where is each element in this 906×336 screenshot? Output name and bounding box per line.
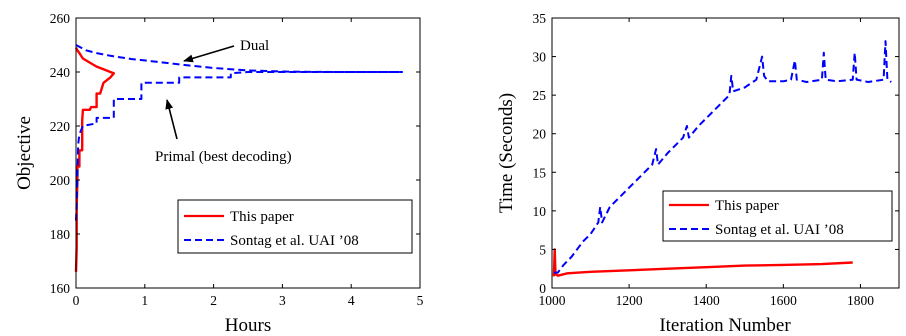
x-tick-label-right: 1600: [770, 293, 797, 308]
series-line-left-0: [74, 47, 115, 272]
x-tick-label-left: 5: [417, 293, 424, 308]
x-tick-label-left: 1: [141, 293, 148, 308]
annotation-primal: Primal (best decoding): [155, 99, 292, 165]
legend-left: This paper Sontag et al. UAI ’08: [177, 199, 413, 254]
legend-right: This paper Sontag et al. UAI ’08: [662, 190, 893, 242]
x-tick-label-right: 1000: [539, 293, 566, 308]
y-tick-label-right: 35: [533, 11, 547, 26]
legend-box-right: [662, 190, 893, 242]
series-group-right: [552, 40, 892, 277]
y-tick-label-left: 180: [50, 227, 71, 242]
y-axis-title-left: Objective: [14, 116, 35, 190]
x-tick-label-right: 1800: [847, 293, 874, 308]
legend-label-this-paper-right: This paper: [715, 198, 779, 214]
y-tick-label-right: 20: [533, 127, 547, 142]
x-axis-title-left: Hours: [225, 315, 271, 336]
y-tick-label-right: 15: [533, 165, 547, 180]
annotation-dual: Dual: [183, 38, 269, 63]
y-tick-label-right: 25: [533, 88, 547, 103]
legend-label-sontag-left: Sontag et al. UAI ’08: [230, 233, 359, 249]
y-tick-label-left: 220: [50, 119, 71, 134]
series-group-left: [74, 44, 403, 272]
x-tick-label-left: 2: [210, 293, 217, 308]
series-line-right-0: [552, 248, 853, 277]
series-line-left-2: [75, 71, 403, 221]
annotation-primal-arrow: [165, 99, 178, 140]
ticks-left: 0 1 2 3 4 5 160 180 200 220 240 260: [50, 11, 424, 308]
annotation-dual-label: Dual: [240, 38, 269, 54]
y-tick-label-left: 160: [50, 281, 71, 296]
x-axis-title-right: Iteration Number: [659, 315, 791, 336]
series-line-right-1: [553, 40, 892, 274]
annotation-dual-arrow: [183, 45, 235, 63]
annotation-primal-label: Primal (best decoding): [155, 149, 292, 165]
objective-chart: 0 1 2 3 4 5 160 180 200 220 240 260 Hours Objective…: [14, 11, 424, 336]
axes-frame-right: [551, 17, 900, 289]
x-tick-label-right: 1400: [693, 293, 720, 308]
y-tick-label-right: 0: [539, 281, 546, 296]
legend-label-this-paper-left: This paper: [230, 209, 294, 225]
y-tick-label-right: 30: [533, 50, 547, 65]
y-tick-label-right: 5: [539, 242, 546, 257]
legend-box-left: [177, 199, 413, 254]
y-tick-label-right: 10: [533, 204, 547, 219]
legend-label-sontag-right: Sontag et al. UAI ’08: [715, 222, 844, 238]
x-tick-label-right: 1200: [616, 293, 643, 308]
x-tick-label-left: 3: [279, 293, 286, 308]
time-chart: 1000 1200 1400 1600 1800 0 5 10 15 20 25 30 35 Itera…: [496, 11, 900, 336]
x-tick-label-left: 4: [348, 293, 355, 308]
y-axis-title-right: Time (Seconds): [496, 93, 517, 213]
axes-frame-left: [75, 17, 421, 289]
ticks-right: 1000 1200 1400 1600 1800 0 5 10 15 20 25 30 35: [533, 11, 899, 308]
y-tick-label-left: 240: [50, 65, 71, 80]
y-tick-label-left: 260: [50, 11, 71, 26]
x-tick-label-left: 0: [73, 293, 80, 308]
y-tick-label-left: 200: [50, 173, 71, 188]
